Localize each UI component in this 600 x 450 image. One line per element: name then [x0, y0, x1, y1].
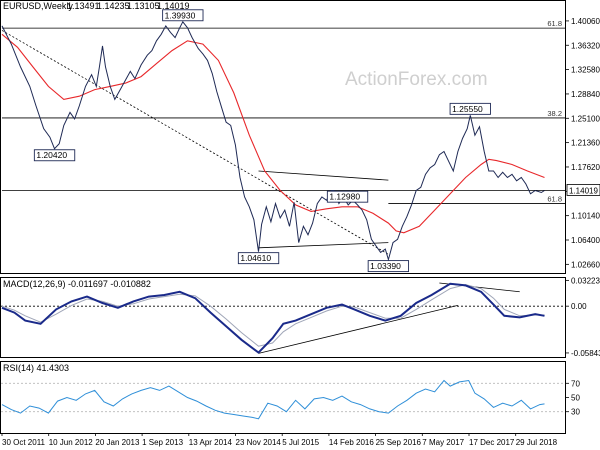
price-annotation-box-2 — [326, 190, 369, 203]
macd-ytick-label-2: -0.058434 — [571, 349, 600, 358]
ohlc-close: 1.14019 — [157, 1, 190, 11]
ohlc-low: 1.13105 — [127, 1, 160, 11]
price-close-line — [1, 20, 545, 262]
rsi-ytick-label-2: 30 — [571, 408, 580, 417]
price-annotation-2: 1.12980 — [329, 192, 360, 202]
watermark: ActionForex.com — [345, 69, 488, 90]
annotation-layer: 61.8 38.2 61.8 1.39930 1.20420 1.12980 1.04610… — [33, 9, 562, 273]
chart-title: EURUSD,Weekly — [3, 1, 73, 11]
price-ytick-label-3: 1.28840 — [571, 90, 600, 99]
macd-main-line — [1, 282, 545, 354]
x-tick-label-2: 20 Jan 2013 — [95, 438, 140, 447]
price-ytick-label-10: 1.02660 — [571, 260, 600, 269]
rsi-layer — [1, 379, 565, 420]
rsi-label: RSI(14) 41.4303 — [3, 363, 69, 373]
x-tick-label-8: 25 Sep 2016 — [376, 438, 422, 447]
x-tick-label-10: 17 Dec 2017 — [469, 438, 515, 447]
x-tick-label-3: 1 Sep 2013 — [142, 438, 183, 447]
price-layer — [1, 20, 565, 262]
macd-ytick-label-0: 0.032235 — [571, 276, 600, 285]
price-ytick-label-5: 1.21360 — [571, 139, 600, 148]
price-annotation-4: 1.03390 — [370, 261, 401, 271]
x-tick-label-4: 13 Apr 2014 — [189, 438, 233, 447]
macd-label: MACD(12,26,9) -0.011697 -0.010882 — [3, 279, 151, 289]
price-ytick-label-6: 1.17620 — [571, 163, 600, 172]
axis-layer: 1.40060 1.36320 1.32580 1.28840 1.25100 1.213… — [1, 17, 600, 447]
macd-ytick-label-1: 0.00 — [571, 302, 587, 311]
price-ytick-label-4: 1.25100 — [571, 114, 600, 123]
price-ytick-label-2: 1.32580 — [571, 66, 600, 75]
macd-trendline-0 — [258, 304, 459, 354]
price-trendline-1 — [258, 242, 389, 249]
price-annotation-box-4 — [367, 260, 410, 273]
x-tick-label-11: 29 Jul 2018 — [516, 438, 558, 447]
rsi-line — [1, 379, 545, 420]
x-tick-label-5: 23 Nov 2014 — [236, 438, 282, 447]
price-level-label-0: 61.8 — [547, 19, 562, 28]
price-sma-line — [1, 33, 545, 234]
price-level-label-1: 38.2 — [547, 109, 562, 118]
last-price-label: 1.14019 — [569, 186, 598, 195]
x-tick-label-7: 14 Feb 2016 — [329, 438, 374, 447]
price-ytick-label-0: 1.40060 — [571, 17, 600, 26]
price-annotation-0: 1.39930 — [165, 10, 196, 20]
rsi-ytick-label-1: 50 — [571, 394, 580, 403]
x-tick-label-9: 7 May 2017 — [422, 438, 464, 447]
macd-panel — [0, 277, 566, 358]
price-ytick-label-1: 1.36320 — [571, 41, 600, 50]
price-annotation-box-1 — [33, 149, 76, 162]
price-annotation-5: 1.25550 — [452, 104, 483, 114]
price-annotation-box-3 — [237, 252, 280, 265]
price-annotation-1: 1.20420 — [36, 150, 67, 160]
price-ytick-label-8: 1.10140 — [571, 212, 600, 221]
price-trendline-0 — [1, 30, 389, 255]
last-price-box — [566, 184, 600, 196]
rsi-ytick-label-0: 70 — [571, 379, 580, 388]
ohlc-open: 1.13491 — [67, 1, 100, 11]
price-ytick-label-9: 1.06400 — [571, 236, 600, 245]
x-tick-label-0: 30 Oct 2011 — [2, 438, 46, 447]
rsi-panel — [0, 361, 566, 434]
x-tick-label-6: 5 Jul 2015 — [282, 438, 319, 447]
ohlc-high: 1.14235 — [97, 1, 130, 11]
price-annotation-3: 1.04610 — [240, 253, 271, 263]
price-annotation-box-5 — [449, 102, 491, 115]
price-trendline-2 — [258, 170, 389, 181]
price-level-label-2: 61.8 — [547, 195, 562, 204]
price-panel — [0, 0, 566, 274]
x-tick-label-1: 10 Jun 2012 — [49, 438, 94, 447]
macd-layer — [1, 282, 565, 354]
price-annotation-box-0 — [162, 9, 204, 22]
